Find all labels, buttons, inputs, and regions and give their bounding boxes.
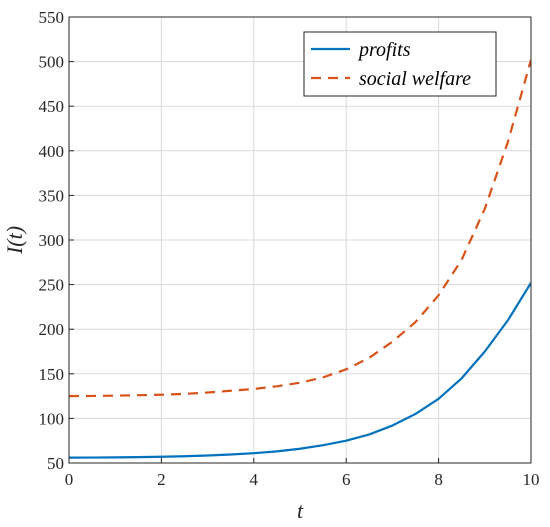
grid (68, 16, 532, 464)
y-axis-label: I(t) (2, 226, 27, 255)
y-tick-label: 400 (39, 142, 65, 161)
y-tick-label: 50 (47, 454, 64, 473)
x-tick-label: 10 (523, 470, 540, 489)
x-tick-label: 4 (250, 470, 259, 489)
y-axis: 50 100 150 200 250 300 350 400 450 500 550 (39, 8, 74, 473)
legend-label-profits: profits (357, 39, 411, 61)
y-tick-label: 200 (39, 320, 65, 339)
y-tick-label: 100 (39, 409, 65, 428)
x-tick-label: 6 (342, 470, 351, 489)
x-tick-label: 8 (434, 470, 443, 489)
series-line-social-welfare (69, 59, 531, 398)
y-tick-label: 300 (39, 231, 65, 250)
y-tick-label: 350 (39, 186, 65, 205)
y-tick-label: 250 (39, 276, 65, 295)
y-tick-label: 150 (39, 365, 65, 384)
x-axis-label: t (297, 498, 304, 523)
legend: profits social welfare (303, 31, 497, 97)
x-tick-label: 2 (157, 470, 166, 489)
y-tick-label: 500 (39, 53, 65, 72)
y-tick-label: 550 (39, 8, 65, 27)
y-tick-label: 450 (39, 97, 65, 116)
legend-label-social-welfare: social welfare (359, 68, 471, 90)
series-line-profits (69, 282, 531, 459)
x-axis: 0 2 4 6 8 10 (65, 458, 540, 489)
x-tick-label: 0 (65, 470, 74, 489)
series-layer (69, 59, 531, 459)
legend-box (303, 31, 497, 97)
